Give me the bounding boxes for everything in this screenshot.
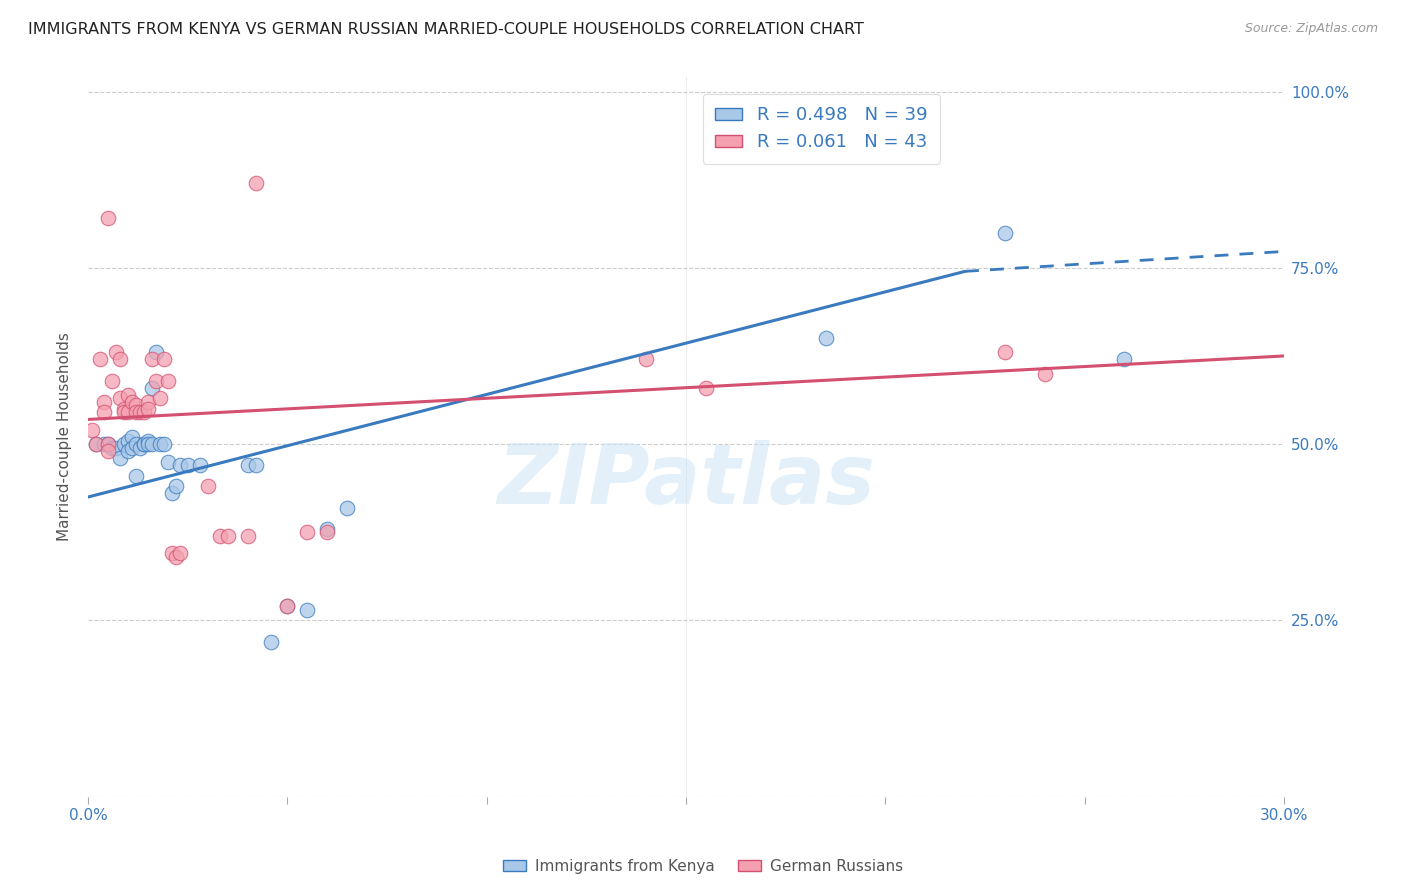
- Point: [188, 458, 211, 473]
- Point: [217, 529, 239, 543]
- Point: [141, 381, 163, 395]
- Point: [125, 398, 148, 412]
- Point: [125, 437, 148, 451]
- Point: [112, 401, 135, 416]
- Point: [82, 423, 104, 437]
- Point: [297, 525, 319, 540]
- Point: [1114, 352, 1136, 367]
- Point: [336, 500, 359, 515]
- Point: [108, 451, 131, 466]
- Point: [132, 437, 155, 451]
- Point: [125, 405, 148, 419]
- Point: [129, 441, 152, 455]
- Text: Source: ZipAtlas.com: Source: ZipAtlas.com: [1244, 22, 1378, 36]
- Point: [89, 352, 111, 367]
- Point: [814, 331, 837, 345]
- Point: [153, 352, 176, 367]
- Point: [165, 479, 187, 493]
- Point: [112, 437, 135, 451]
- Point: [160, 486, 183, 500]
- Point: [121, 430, 143, 444]
- Point: [160, 546, 183, 560]
- Point: [156, 374, 179, 388]
- Point: [636, 352, 658, 367]
- Point: [108, 352, 131, 367]
- Point: [169, 458, 191, 473]
- Point: [112, 405, 135, 419]
- Point: [105, 441, 128, 455]
- Point: [141, 352, 163, 367]
- Point: [84, 437, 107, 451]
- Point: [136, 401, 159, 416]
- Point: [125, 468, 148, 483]
- Point: [153, 437, 176, 451]
- Point: [994, 345, 1017, 359]
- Point: [141, 437, 163, 451]
- Point: [136, 394, 159, 409]
- Point: [695, 381, 717, 395]
- Point: [260, 634, 283, 648]
- Point: [197, 479, 219, 493]
- Point: [316, 525, 339, 540]
- Point: [177, 458, 200, 473]
- Point: [97, 211, 120, 226]
- Point: [129, 405, 152, 419]
- Legend: Immigrants from Kenya, German Russians: Immigrants from Kenya, German Russians: [496, 853, 910, 880]
- Point: [97, 437, 120, 451]
- Point: [236, 529, 259, 543]
- Point: [276, 599, 298, 614]
- Point: [245, 176, 267, 190]
- Point: [245, 458, 267, 473]
- Point: [101, 441, 124, 455]
- Text: IMMIGRANTS FROM KENYA VS GERMAN RUSSIAN MARRIED-COUPLE HOUSEHOLDS CORRELATION CH: IMMIGRANTS FROM KENYA VS GERMAN RUSSIAN …: [28, 22, 865, 37]
- Point: [236, 458, 259, 473]
- Point: [93, 405, 115, 419]
- Point: [297, 603, 319, 617]
- Legend: R = 0.498   N = 39, R = 0.061   N = 43: R = 0.498 N = 39, R = 0.061 N = 43: [703, 94, 941, 164]
- Point: [136, 434, 159, 448]
- Point: [121, 394, 143, 409]
- Y-axis label: Married-couple Households: Married-couple Households: [58, 333, 72, 541]
- Point: [117, 388, 139, 402]
- Point: [93, 394, 115, 409]
- Point: [994, 226, 1017, 240]
- Point: [97, 437, 120, 451]
- Point: [121, 441, 143, 455]
- Point: [316, 522, 339, 536]
- Text: ZIPatlas: ZIPatlas: [498, 440, 875, 521]
- Point: [149, 391, 172, 405]
- Point: [208, 529, 231, 543]
- Point: [1033, 367, 1056, 381]
- Point: [117, 434, 139, 448]
- Point: [156, 455, 179, 469]
- Point: [145, 374, 167, 388]
- Point: [84, 437, 107, 451]
- Point: [108, 391, 131, 405]
- Point: [132, 405, 155, 419]
- Point: [169, 546, 191, 560]
- Point: [276, 599, 298, 614]
- Point: [145, 345, 167, 359]
- Point: [165, 549, 187, 564]
- Point: [97, 444, 120, 458]
- Point: [117, 444, 139, 458]
- Point: [105, 345, 128, 359]
- Point: [132, 437, 155, 451]
- Point: [149, 437, 172, 451]
- Point: [136, 437, 159, 451]
- Point: [101, 374, 124, 388]
- Point: [117, 405, 139, 419]
- Point: [93, 437, 115, 451]
